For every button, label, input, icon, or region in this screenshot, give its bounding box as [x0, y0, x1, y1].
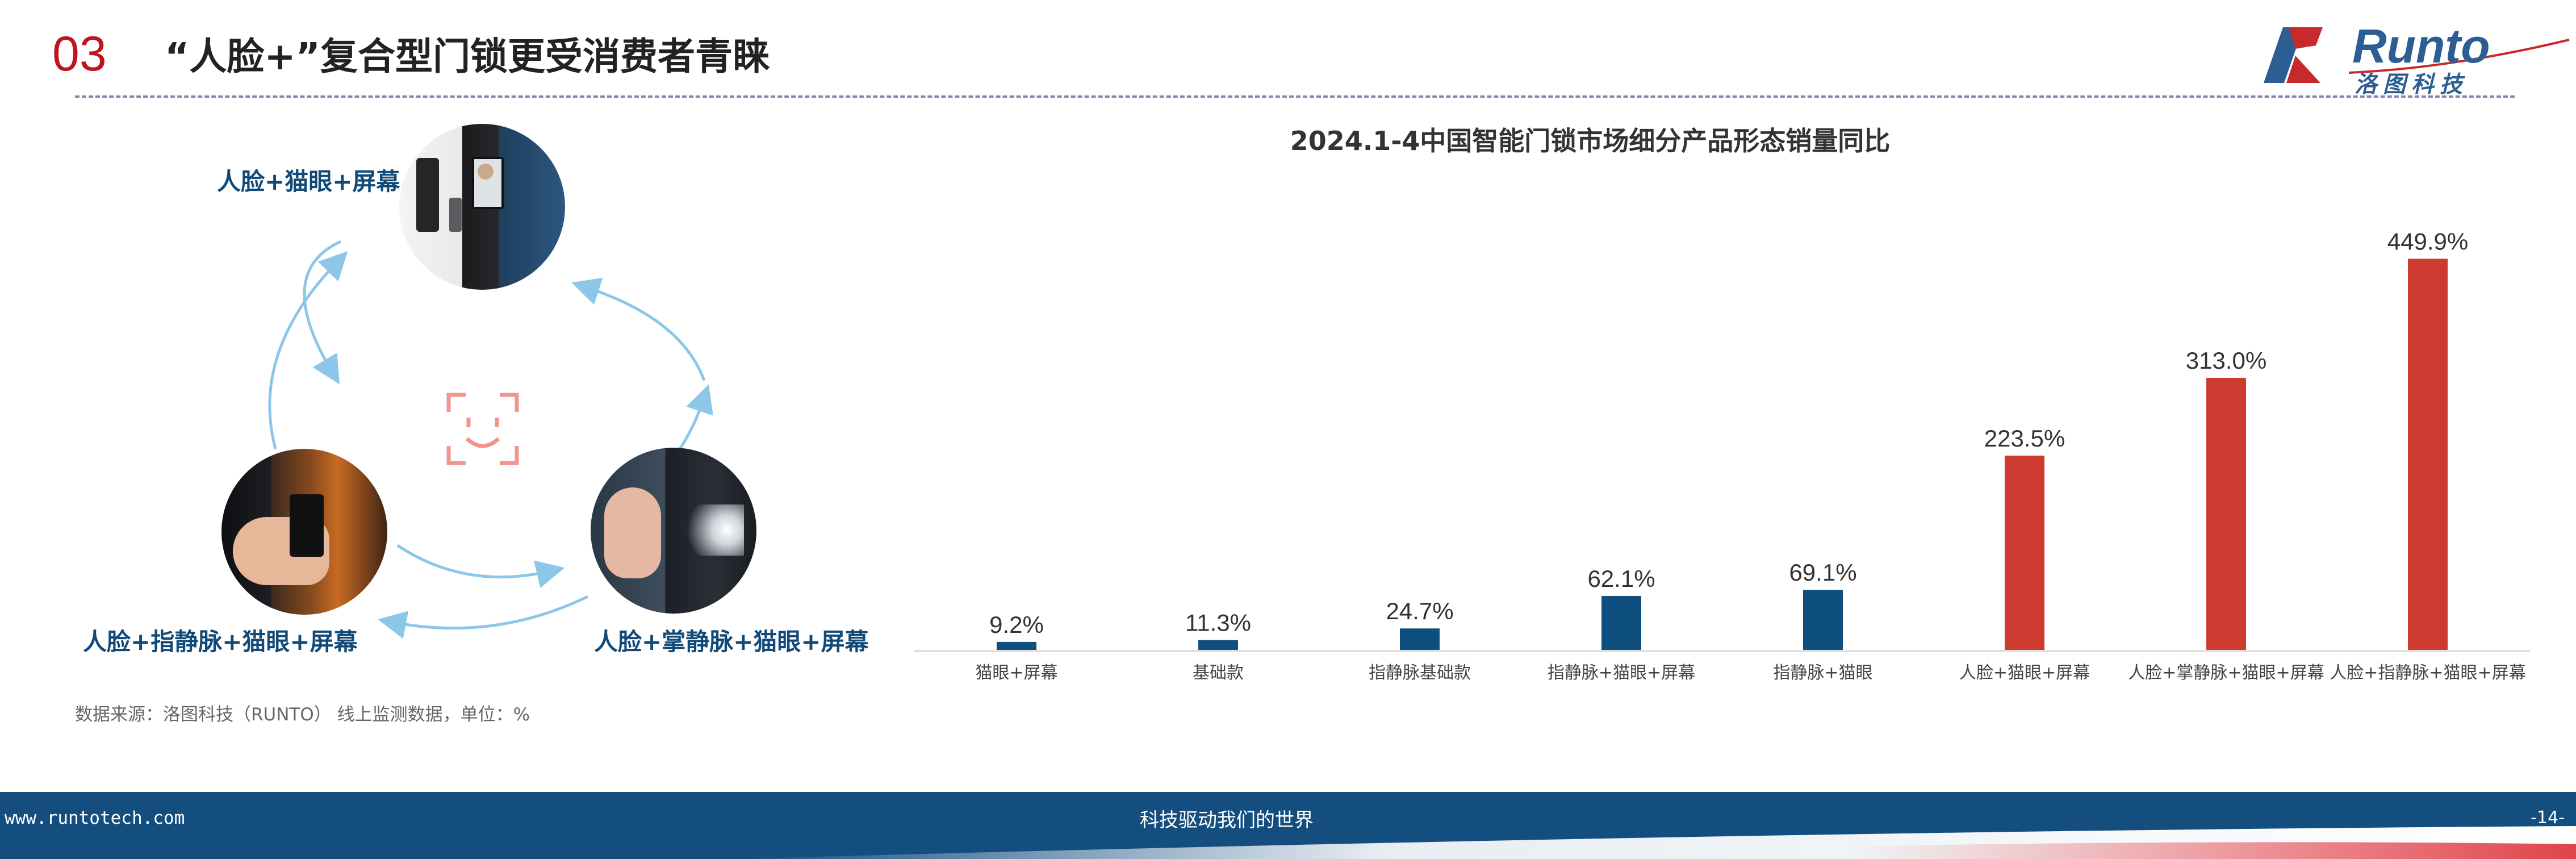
bar-6 [2206, 377, 2246, 650]
data-label-3: 62.1% [1587, 565, 1655, 592]
category-label-6: 人脸+掌静脉+猫眼+屏幕 [2128, 663, 2324, 683]
page-title: “人脸+”复合型门锁更受消费者青睐 [165, 35, 771, 78]
bar-chart: 9.2% 猫眼+屏幕 11.3% 基础款 24.7% 指静脉基础款 62.1% 指静脉+猫眼+… [914, 228, 2530, 683]
bar-1 [1198, 640, 1238, 650]
category-label-7: 人脸+指静脉+猫眼+屏幕 [2330, 663, 2525, 683]
data-label-5: 223.5% [1984, 425, 2065, 452]
data-label-4: 69.1% [1789, 559, 1856, 586]
category-label-2: 指静脉基础款 [1369, 663, 1471, 683]
runto-logo-mark: Runto 洛图科技 [2264, 19, 2570, 98]
palm-vein-lock-photo [591, 448, 756, 614]
footer-slogan: 科技驱动我们的世界 [1140, 809, 1314, 832]
chart-title: 2024.1-4中国智能门锁市场细分产品形态销量同比 [1290, 126, 1891, 156]
data-label-7: 449.9% [2387, 228, 2468, 255]
cycle-arrow-top-left [303, 240, 342, 385]
footer-url[interactable]: www.runtotech.com [5, 808, 185, 828]
data-label-1: 11.3% [1185, 610, 1251, 636]
category-label-3: 指静脉+猫眼+屏幕 [1548, 663, 1695, 683]
category-label-4: 指静脉+猫眼 [1773, 663, 1872, 683]
finger-vein-lock-photo [221, 449, 387, 615]
cycle-arrow-left-up [268, 251, 348, 449]
method-label-face-palmvein: 人脸+掌静脉+猫眼+屏幕 [594, 628, 869, 656]
method-label-face-fingervein: 人脸+指静脉+猫眼+屏幕 [83, 628, 358, 656]
footer-band [0, 792, 2576, 859]
category-label-1: 基础款 [1193, 663, 1244, 683]
cycle-arrow-right-left [378, 595, 589, 639]
page-number: -14- [2531, 808, 2565, 828]
bar-7 [2408, 258, 2448, 650]
bar-0 [997, 641, 1036, 650]
section-number: 03 [52, 27, 107, 81]
bar-5 [2005, 455, 2044, 650]
cycle-arrow-top-right [571, 277, 706, 381]
cycle-arrow-bottom [396, 544, 565, 589]
category-label-5: 人脸+猫眼+屏幕 [1959, 663, 2090, 683]
category-label-0: 猫眼+屏幕 [975, 663, 1057, 683]
face-lock-photo [399, 124, 565, 290]
bar-3 [1601, 595, 1641, 650]
footer-swoosh [738, 826, 2576, 859]
svg-text:洛图科技: 洛图科技 [2355, 72, 2468, 95]
data-label-6: 313.0% [2186, 347, 2266, 374]
bar-4 [1803, 590, 1843, 650]
header-divider [75, 95, 2515, 98]
svg-text:Runto: Runto [2352, 19, 2490, 73]
face-recognition-icon [446, 393, 519, 465]
method-label-face-peephole-screen: 人脸+猫眼+屏幕 [217, 168, 400, 195]
source-note: 数据来源：洛图科技（RUNTO） 线上监测数据，单位：% [75, 704, 530, 725]
data-label-0: 9.2% [989, 611, 1044, 638]
data-label-2: 24.7% [1386, 598, 1453, 624]
runto-logo: Runto 洛图科技 [2264, 16, 2570, 98]
bar-2 [1400, 628, 1440, 650]
